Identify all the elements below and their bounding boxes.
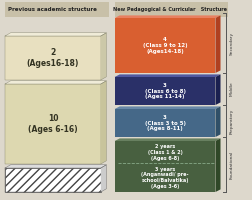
Polygon shape xyxy=(5,81,106,84)
Text: 2 years
(Class 1 & 2)
(Ages 6-8)

3 years
(Anganwadi/ pre-
school/Balvatika)
(Ag: 2 years (Class 1 & 2) (Ages 6-8) 3 years… xyxy=(141,144,189,189)
Polygon shape xyxy=(215,138,220,192)
Text: Previous academic structure: Previous academic structure xyxy=(9,7,97,12)
Bar xyxy=(5,36,101,80)
Text: 10
(Ages 6-16): 10 (Ages 6-16) xyxy=(28,114,78,134)
Text: New Pedagogical & Curricular   Structure: New Pedagogical & Curricular Structure xyxy=(113,7,227,12)
Text: Foundational: Foundational xyxy=(229,150,233,179)
Text: 2
(Ages16-18): 2 (Ages16-18) xyxy=(27,48,79,68)
Bar xyxy=(115,77,215,105)
Bar xyxy=(115,109,215,137)
Text: Secondary: Secondary xyxy=(229,31,233,55)
Bar xyxy=(5,84,101,164)
Bar xyxy=(5,2,109,17)
Text: Preparatory: Preparatory xyxy=(229,108,233,134)
Text: Middle: Middle xyxy=(229,82,233,96)
Polygon shape xyxy=(5,33,106,36)
Text: 3
(Class 3 to 5)
(Ages 8-11): 3 (Class 3 to 5) (Ages 8-11) xyxy=(145,115,185,131)
Polygon shape xyxy=(215,106,220,137)
Bar xyxy=(115,18,215,73)
Bar xyxy=(115,2,228,17)
Polygon shape xyxy=(115,15,220,18)
Polygon shape xyxy=(115,106,220,109)
Polygon shape xyxy=(5,165,106,168)
Polygon shape xyxy=(115,138,220,141)
Polygon shape xyxy=(101,165,106,192)
Text: 4
(Class 9 to 12)
(Ages14-18): 4 (Class 9 to 12) (Ages14-18) xyxy=(143,37,187,54)
Bar xyxy=(5,168,101,192)
Polygon shape xyxy=(115,74,220,77)
Bar xyxy=(115,141,215,192)
Polygon shape xyxy=(215,15,220,73)
Polygon shape xyxy=(101,81,106,164)
Text: 3
(Class 6 to 8)
(Ages 11-14): 3 (Class 6 to 8) (Ages 11-14) xyxy=(145,83,185,99)
Polygon shape xyxy=(215,74,220,105)
Polygon shape xyxy=(101,33,106,80)
